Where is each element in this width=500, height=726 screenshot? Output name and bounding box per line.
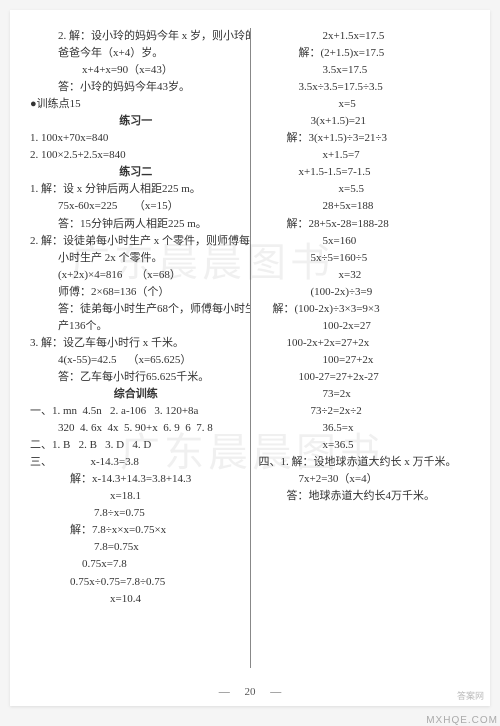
- text-line: x=18.1: [30, 488, 242, 505]
- text-line: 解：7.8÷x×x=0.75×x: [30, 522, 242, 539]
- text-line: 100=27+2x: [259, 352, 471, 369]
- text-line: 答：15分钟后两人相距225 m。: [30, 216, 242, 233]
- text-line: 0.75x=7.8: [30, 556, 242, 573]
- right-column: 2x+1.5x=17.5解：(2+1.5)x=17.53.5x=17.53.5x…: [250, 28, 471, 668]
- text-line: 小时生产 2x 个零件。: [30, 250, 242, 267]
- text-line: 75x-60x=225 （x=15）: [30, 198, 242, 215]
- page-number: 20: [245, 686, 256, 698]
- text-line: 2. 解：设徒弟每小时生产 x 个零件，则师傅每: [30, 233, 242, 250]
- footer-dash-right: —: [270, 686, 281, 698]
- text-line: x+1.5=7: [259, 147, 471, 164]
- text-line: 四、1. 解：设地球赤道大约长 x 万千米。: [259, 454, 471, 471]
- text-line: x=5: [259, 96, 471, 113]
- text-line: x=5.5: [259, 181, 471, 198]
- page: 广东晨晨图书 广东晨晨图书 2. 解：设小玲的妈妈今年 x 岁，则小玲的爸爸今年…: [10, 10, 490, 706]
- text-line: 答：小玲的妈妈今年43岁。: [30, 79, 242, 96]
- text-line: x+4+x=90（x=43）: [30, 62, 242, 79]
- text-line: 36.5=x: [259, 420, 471, 437]
- text-line: 0.75x÷0.75=7.8÷0.75: [30, 574, 242, 591]
- text-line: 解：(100-2x)÷3×3=9×3: [259, 301, 471, 318]
- text-line: (100-2x)÷3=9: [259, 284, 471, 301]
- outer-corner-text: MXHQE.COM: [426, 715, 498, 726]
- corner-watermark: 答案网: [457, 689, 484, 702]
- text-line: 答：地球赤道大约长4万千米。: [259, 488, 471, 505]
- text-line: 1. 解：设 x 分钟后两人相距225 m。: [30, 181, 242, 198]
- text-line: 7x+2=30（x=4）: [259, 471, 471, 488]
- text-line: 练习二: [30, 164, 242, 181]
- text-line: 28+5x=188: [259, 198, 471, 215]
- page-footer: — 20 —: [10, 686, 490, 698]
- text-line: 解：x-14.3+14.3=3.8+14.3: [30, 471, 242, 488]
- text-line: 100-2x+2x=27+2x: [259, 335, 471, 352]
- text-line: 解：3(x+1.5)÷3=21÷3: [259, 130, 471, 147]
- text-line: 3.5x=17.5: [259, 62, 471, 79]
- text-line: 2. 解：设小玲的妈妈今年 x 岁，则小玲的: [30, 28, 242, 45]
- text-line: 一、1. mn 4.5n 2. a-106 3. 120+8a: [30, 403, 242, 420]
- text-line: ●训练点15: [30, 96, 242, 113]
- text-line: 3(x+1.5)=21: [259, 113, 471, 130]
- text-line: 4(x-55)=42.5 （x=65.625）: [30, 352, 242, 369]
- text-line: 师傅：2×68=136（个）: [30, 284, 242, 301]
- text-line: 答：徒弟每小时生产68个，师傅每小时生: [30, 301, 242, 318]
- text-line: 产136个。: [30, 318, 242, 335]
- text-line: 5x÷5=160÷5: [259, 250, 471, 267]
- text-line: 7.8=0.75x: [30, 539, 242, 556]
- text-line: 解：(2+1.5)x=17.5: [259, 45, 471, 62]
- text-line: 2x+1.5x=17.5: [259, 28, 471, 45]
- text-line: x=10.4: [30, 591, 242, 608]
- text-line: 三、 x-14.3=3.8: [30, 454, 242, 471]
- text-line: 解：28+5x-28=188-28: [259, 216, 471, 233]
- text-line: 100-27=27+2x-27: [259, 369, 471, 386]
- text-line: x=32: [259, 267, 471, 284]
- text-line: x+1.5-1.5=7-1.5: [259, 164, 471, 181]
- content-columns: 2. 解：设小玲的妈妈今年 x 岁，则小玲的爸爸今年（x+4）岁。x+4+x=9…: [30, 28, 470, 668]
- text-line: 综合训练: [30, 386, 242, 403]
- text-line: 1. 100x+70x=840: [30, 130, 242, 147]
- text-line: 100-2x=27: [259, 318, 471, 335]
- text-line: 爸爸今年（x+4）岁。: [30, 45, 242, 62]
- text-line: 3. 解：设乙车每小时行 x 千米。: [30, 335, 242, 352]
- text-line: 320 4. 6x 4x 5. 90+x 6. 9 6 7. 8: [30, 420, 242, 437]
- text-line: 二、1. B 2. B 3. D 4. D: [30, 437, 242, 454]
- text-line: (x+2x)×4=816 （x=68）: [30, 267, 242, 284]
- text-line: x=36.5: [259, 437, 471, 454]
- left-column: 2. 解：设小玲的妈妈今年 x 岁，则小玲的爸爸今年（x+4）岁。x+4+x=9…: [30, 28, 250, 668]
- text-line: 答：乙车每小时行65.625千米。: [30, 369, 242, 386]
- text-line: 7.8÷x=0.75: [30, 505, 242, 522]
- footer-dash-left: —: [219, 686, 230, 698]
- text-line: 2. 100×2.5+2.5x=840: [30, 147, 242, 164]
- text-line: 73÷2=2x÷2: [259, 403, 471, 420]
- text-line: 3.5x÷3.5=17.5÷3.5: [259, 79, 471, 96]
- text-line: 5x=160: [259, 233, 471, 250]
- text-line: 73=2x: [259, 386, 471, 403]
- text-line: 练习一: [30, 113, 242, 130]
